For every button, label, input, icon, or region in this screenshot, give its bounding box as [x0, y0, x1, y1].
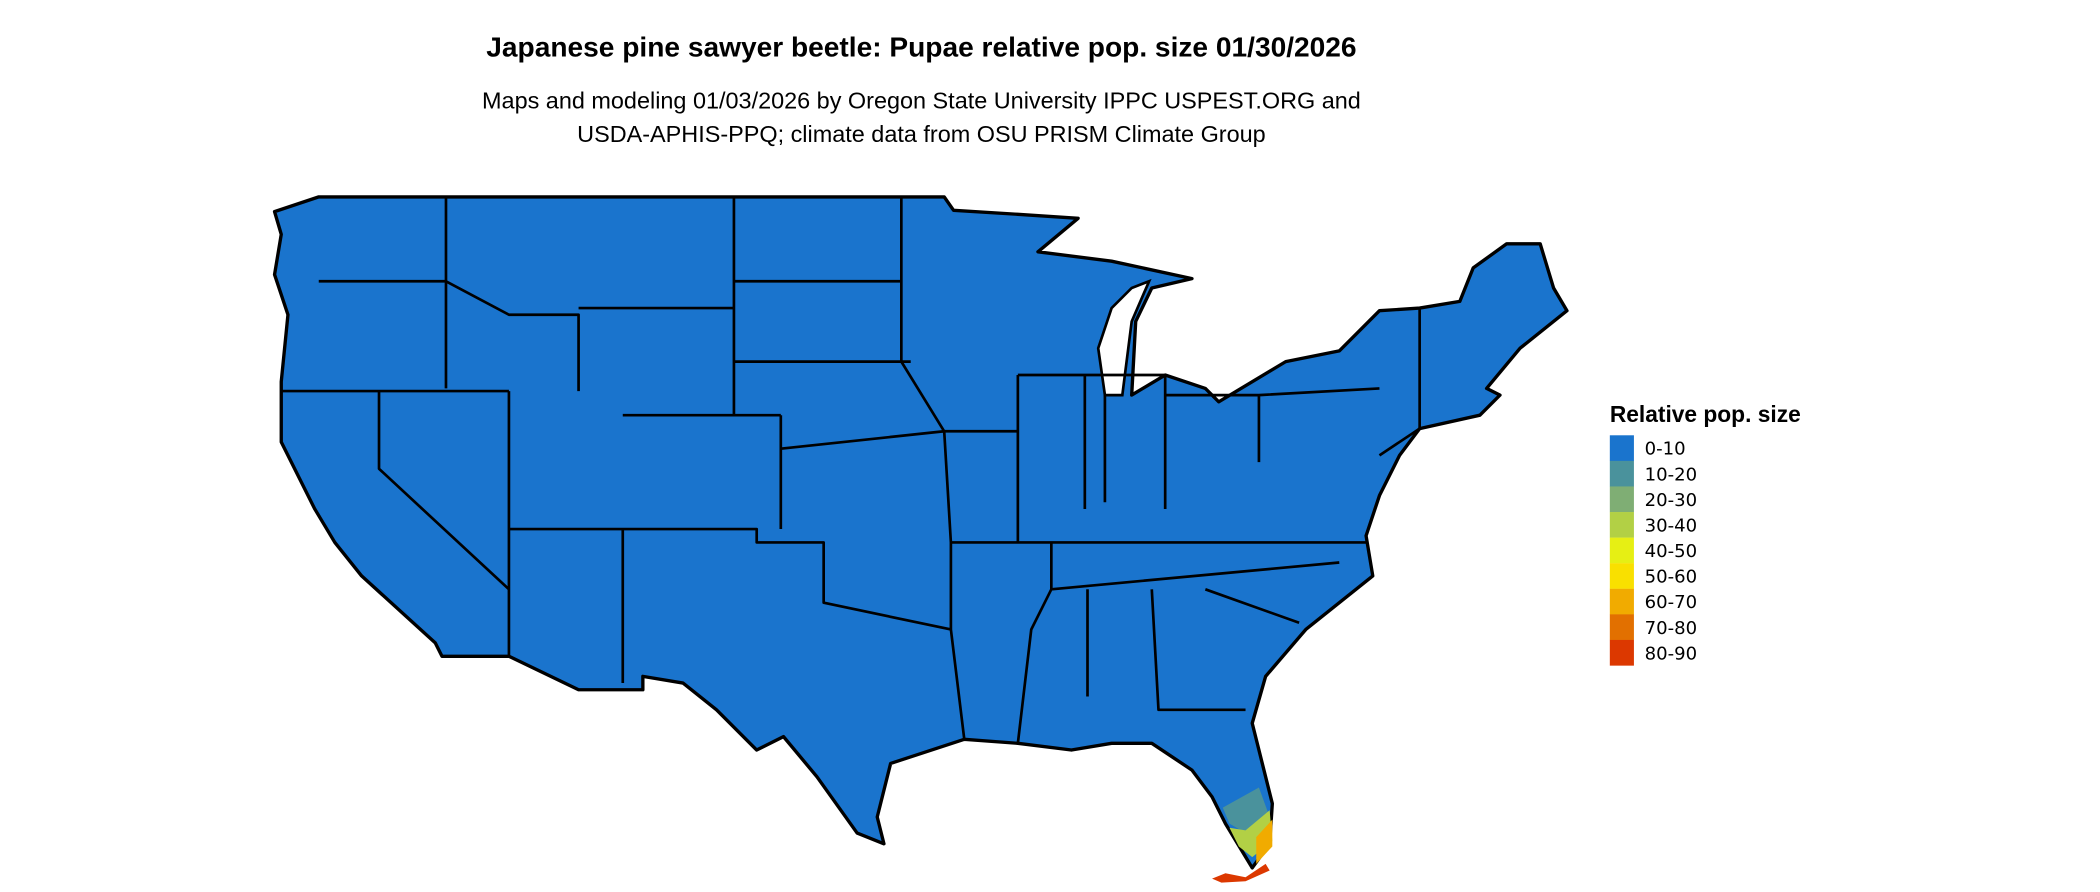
legend-label: 80-90: [1645, 643, 1698, 664]
legend-swatch: [1609, 460, 1634, 487]
us-map: [272, 195, 1569, 883]
lake-michigan: [1096, 278, 1152, 397]
legend-swatch: [1609, 614, 1634, 641]
legend-swatch: [1609, 512, 1634, 538]
legend-label: 40-50: [1645, 541, 1698, 562]
legend: Relative pop. size 0-10 10-20 20-30 30-40 40…: [1609, 401, 1801, 666]
legend-swatch: [1609, 563, 1634, 589]
map-subtitle-line1: Maps and modeling 01/03/2026 by Oregon S…: [482, 88, 1361, 114]
legend-label: 70-80: [1645, 618, 1698, 639]
legend-swatch: [1609, 486, 1634, 513]
legend-title: Relative pop. size: [1610, 401, 1801, 427]
state-borders: [281, 196, 1421, 744]
us-outline: [272, 195, 1569, 870]
legend-swatch: [1609, 588, 1634, 615]
legend-label: 0-10: [1645, 439, 1686, 460]
legend-swatch: [1609, 435, 1634, 462]
legend-label: 10-20: [1645, 464, 1698, 485]
florida-hotspot: [1212, 787, 1273, 883]
legend-swatch: [1609, 639, 1634, 666]
legend-label: 50-60: [1645, 567, 1698, 588]
legend-label: 60-70: [1645, 592, 1698, 613]
map-title: Japanese pine sawyer beetle: Pupae relat…: [486, 31, 1356, 62]
map-subtitle-line2: USDA-APHIS-PPQ; climate data from OSU PR…: [577, 121, 1266, 147]
legend-label: 30-40: [1645, 515, 1698, 536]
legend-swatch: [1609, 537, 1634, 564]
legend-label: 20-30: [1645, 490, 1698, 511]
